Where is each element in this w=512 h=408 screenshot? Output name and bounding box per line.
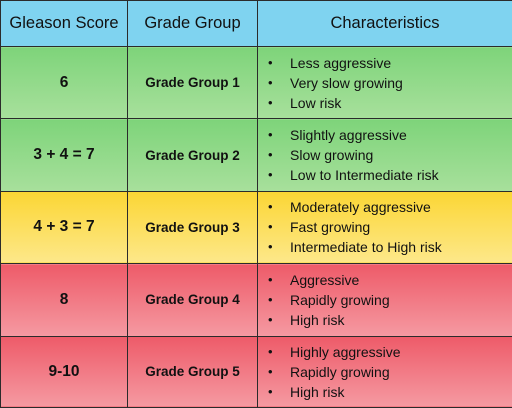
characteristic-item: Low risk [268,93,512,113]
table-row: 4 + 3 = 7 Grade Group 3 Moderately aggre… [0,190,512,265]
characteristic-item: Aggressive [268,270,512,290]
characteristics-list: Highly aggressive Rapidly growing High r… [258,342,512,402]
characteristic-item: High risk [268,310,512,330]
characteristics-list: Aggressive Rapidly growing High risk [258,270,512,330]
grade-group-cell: Grade Group 3 [127,190,258,265]
characteristic-item: Very slow growing [268,73,512,93]
gleason-score-cell: 4 + 3 = 7 [0,190,128,265]
table-row: 9-10 Grade Group 5 Highly aggressive Rap… [0,335,512,408]
gleason-score-cell: 6 [0,45,128,120]
gleason-score-cell: 8 [0,263,128,337]
gleason-score-cell: 9-10 [0,335,128,408]
characteristics-list: Moderately aggressive Fast growing Inter… [258,197,512,257]
header-gleason-score: Gleason Score [0,0,128,47]
characteristic-item: Highly aggressive [268,342,512,362]
characteristic-item: High risk [268,382,512,402]
table-row: 8 Grade Group 4 Aggressive Rapidly growi… [0,263,512,337]
header-row: Gleason Score Grade Group Characteristic… [0,0,512,47]
header-characteristics: Characteristics [257,0,512,47]
characteristics-cell: Moderately aggressive Fast growing Inter… [257,190,512,265]
characteristics-cell: Aggressive Rapidly growing High risk [257,263,512,337]
characteristics-list: Slightly aggressive Slow growing Low to … [258,125,512,185]
characteristic-item: Fast growing [268,217,512,237]
characteristic-item: Slightly aggressive [268,125,512,145]
characteristics-list: Less aggressive Very slow growing Low ri… [258,53,512,113]
table-row: 3 + 4 = 7 Grade Group 2 Slightly aggress… [0,118,512,192]
characteristic-item: Less aggressive [268,53,512,73]
characteristic-item: Intermediate to High risk [268,237,512,257]
gleason-score-cell: 3 + 4 = 7 [0,118,128,192]
grade-group-cell: Grade Group 4 [127,263,258,337]
characteristic-item: Rapidly growing [268,290,512,310]
characteristic-item: Moderately aggressive [268,197,512,217]
grade-group-cell: Grade Group 1 [127,45,258,120]
characteristic-item: Low to Intermediate risk [268,165,512,185]
characteristic-item: Rapidly growing [268,362,512,382]
characteristics-cell: Highly aggressive Rapidly growing High r… [257,335,512,408]
grade-group-cell: Grade Group 5 [127,335,258,408]
grade-group-cell: Grade Group 2 [127,118,258,192]
characteristics-cell: Less aggressive Very slow growing Low ri… [257,45,512,120]
table-row: 6 Grade Group 1 Less aggressive Very slo… [0,45,512,120]
characteristics-cell: Slightly aggressive Slow growing Low to … [257,118,512,192]
header-grade-group: Grade Group [127,0,258,47]
characteristic-item: Slow growing [268,145,512,165]
